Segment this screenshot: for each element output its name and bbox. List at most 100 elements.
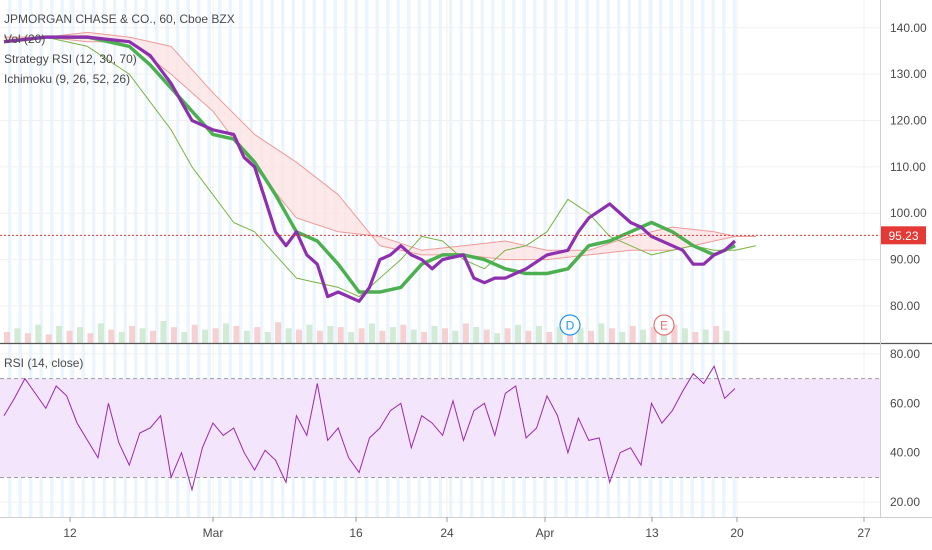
time-tick-label: 16 <box>349 526 363 540</box>
session-stripe <box>585 0 589 517</box>
volume-bar <box>723 330 730 343</box>
volume-bar <box>452 330 459 343</box>
rsi-tick-label: 40.00 <box>890 446 920 460</box>
volume-bar <box>212 328 219 343</box>
volume-bar <box>87 333 94 343</box>
session-stripe <box>732 0 736 517</box>
volume-bar <box>410 329 417 343</box>
dividend-marker[interactable]: D <box>559 314 581 336</box>
session-stripe <box>249 0 253 517</box>
chart-title: JPMORGAN CHASE & CO., 60, Cboe BZX <box>4 12 235 26</box>
volume-bar <box>181 332 188 343</box>
last-price-value: 95.23 <box>888 229 918 243</box>
session-stripe <box>81 0 85 517</box>
volume-bar <box>24 333 31 343</box>
volume-bar <box>692 332 699 343</box>
volume-bar <box>515 324 521 343</box>
last-price-box <box>881 226 926 245</box>
volume-bar <box>671 324 678 343</box>
session-stripe <box>92 0 96 517</box>
time-tick-label: Mar <box>203 526 224 540</box>
volume-bar <box>619 332 626 343</box>
rsi-line <box>3 365 736 492</box>
ichimoku-cloud <box>4 32 756 260</box>
session-stripe <box>659 0 663 517</box>
dividend-marker-label: D <box>566 319 575 333</box>
time-tick-label: 12 <box>63 526 77 540</box>
volume-bar <box>608 328 615 343</box>
rsi-axis[interactable]: 20.00 40.00 60.00 80.00 <box>890 347 920 509</box>
volume-bar <box>389 327 396 343</box>
volume-bar <box>640 329 647 343</box>
session-stripe <box>407 0 411 517</box>
session-stripe <box>102 0 106 517</box>
volume-bar <box>35 324 42 343</box>
time-axis[interactable]: 12 Mar 16 24 Apr 13 20 27 <box>63 517 871 540</box>
session-stripe <box>596 0 600 517</box>
volume-bar <box>400 324 407 343</box>
volume-bars <box>4 321 730 343</box>
volume-bar <box>358 328 365 343</box>
volume-bar <box>191 324 198 343</box>
session-stripe <box>50 0 54 517</box>
rsi-tick-label: 20.00 <box>890 495 920 509</box>
price-tick-label: 130.00 <box>890 67 927 81</box>
volume-bar <box>4 332 10 343</box>
price-lines <box>3 31 757 303</box>
earnings-marker-circle <box>653 314 675 336</box>
session-stripe <box>18 0 22 517</box>
volume-bar <box>556 327 563 343</box>
session-stripe <box>459 0 463 517</box>
session-stripe <box>228 0 232 517</box>
volume-bar <box>348 332 355 343</box>
volume-bar <box>629 325 636 343</box>
volume-bar <box>379 330 386 343</box>
session-stripe <box>386 0 390 517</box>
session-stripe <box>606 0 610 517</box>
price-axis[interactable]: 80.00 90.00 100.00 110.00 120.00 130.00 140.00 <box>890 21 927 313</box>
time-tick-label: 20 <box>730 526 744 540</box>
volume-bar <box>546 332 553 343</box>
volume-bar <box>421 332 428 343</box>
volume-bar <box>77 327 83 343</box>
rsi-legend[interactable]: RSI (14, close) <box>4 356 83 370</box>
volume-bar <box>702 329 709 343</box>
session-stripe <box>207 0 211 517</box>
volume-bar <box>56 325 63 343</box>
volume-bar <box>535 325 542 343</box>
indicator-legend-volume[interactable]: Vol (20) <box>4 32 45 46</box>
session-stripe <box>669 0 673 517</box>
session-stripe <box>281 0 285 517</box>
session-stripe <box>375 0 379 517</box>
time-tick-label: Apr <box>536 526 555 540</box>
volume-bar <box>129 325 136 343</box>
session-stripe <box>134 0 138 517</box>
price-line <box>3 35 737 303</box>
volume-bar <box>285 328 292 343</box>
price-tick-label: 80.00 <box>890 299 920 313</box>
volume-bar <box>442 328 448 343</box>
volume-bar <box>431 325 438 343</box>
rsi-lines <box>3 365 736 492</box>
session-stripe <box>197 0 201 517</box>
volume-bar <box>118 332 125 343</box>
session-stripe <box>239 0 243 517</box>
price-tick-label: 140.00 <box>890 21 927 35</box>
session-stripe <box>60 0 64 517</box>
session-stripe <box>428 0 432 517</box>
time-tick-label: 24 <box>440 526 454 540</box>
price-tick-label: 90.00 <box>890 253 920 267</box>
session-stripe <box>701 0 705 517</box>
indicator-legend-strategy-rsi[interactable]: Strategy RSI (12, 30, 70) <box>4 52 137 66</box>
price-tick-label: 100.00 <box>890 206 927 220</box>
volume-bar <box>296 329 302 343</box>
earnings-marker[interactable]: E <box>653 314 675 336</box>
session-stripe <box>617 0 621 517</box>
session-stripe <box>29 0 33 517</box>
session-stripe <box>627 0 631 517</box>
earnings-marker-label: E <box>660 319 668 333</box>
ichimoku-span-b-line <box>4 31 756 261</box>
session-stripe <box>365 0 369 517</box>
indicator-legend-ichimoku[interactable]: Ichimoku (9, 26, 52, 26) <box>4 72 130 86</box>
session-stripe <box>302 0 306 517</box>
